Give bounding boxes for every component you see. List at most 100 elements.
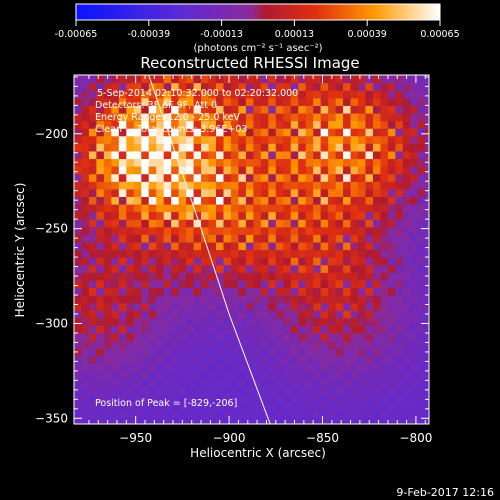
heatmap-cell xyxy=(171,211,180,220)
heatmap-cell xyxy=(372,105,382,114)
heatmap-cell xyxy=(402,295,411,304)
heatmap-cell xyxy=(372,348,382,357)
heatmap-cell xyxy=(425,181,429,190)
heatmap-cell xyxy=(365,90,374,99)
heatmap-cell xyxy=(305,272,314,281)
heatmap-cell xyxy=(313,401,322,410)
heatmap-cell xyxy=(417,150,426,160)
heatmap-cell xyxy=(260,332,269,342)
heatmap-cell xyxy=(290,408,299,418)
heatmap-cell xyxy=(245,249,254,258)
heatmap-cell xyxy=(103,226,112,235)
heatmap-cell xyxy=(171,143,180,152)
heatmap-cell xyxy=(216,75,225,84)
heatmap-cell xyxy=(253,105,262,114)
heatmap-cell xyxy=(402,97,411,106)
heatmap-cell xyxy=(253,234,262,243)
heatmap-cell xyxy=(298,173,307,182)
heatmap-cell xyxy=(96,272,105,281)
heatmap-cell xyxy=(88,226,98,235)
heatmap-cell xyxy=(380,340,389,349)
heatmap-cell xyxy=(186,166,195,175)
heatmap-cell xyxy=(163,340,172,349)
heatmap-cell xyxy=(283,188,292,197)
heatmap-cell xyxy=(245,90,254,99)
heatmap-cell xyxy=(103,135,112,144)
colorbar-ticks: -0.00065 -0.00039 -0.00013 0.00013 0.00039 0.… xyxy=(55,20,460,40)
heatmap-cell xyxy=(402,211,411,220)
heatmap-cell xyxy=(380,120,389,129)
heatmap-cell xyxy=(410,188,419,197)
heatmap-cell xyxy=(305,120,314,129)
heatmap-cell xyxy=(141,75,150,84)
heatmap-cell xyxy=(395,120,404,129)
heatmap-cell xyxy=(260,295,269,304)
heatmap-cell xyxy=(96,386,105,395)
heatmap-cell xyxy=(410,75,419,84)
heatmap-cell xyxy=(201,196,210,205)
heatmap-cell xyxy=(387,348,396,357)
heatmap-cell xyxy=(156,264,165,273)
heatmap-cell xyxy=(358,378,367,387)
heatmap-cell xyxy=(88,75,98,84)
heatmap-cell xyxy=(178,188,187,197)
heatmap-cell xyxy=(133,128,142,137)
heatmap-cell xyxy=(402,241,411,251)
heatmap-cell xyxy=(133,264,142,273)
heatmap-cell xyxy=(81,203,90,213)
heatmap-cell xyxy=(290,287,299,296)
heatmap-cell xyxy=(260,128,269,137)
heatmap-cell xyxy=(238,112,247,122)
heatmap-cell xyxy=(402,355,411,364)
heatmap-cell xyxy=(358,279,367,289)
heatmap-cell xyxy=(96,82,105,91)
heatmap-cell xyxy=(186,295,195,304)
heatmap-cell xyxy=(268,219,277,228)
heatmap-cell xyxy=(372,317,382,326)
heatmap-cell xyxy=(305,370,314,380)
heatmap-cell xyxy=(193,105,202,114)
heatmap-cell xyxy=(148,363,157,372)
heatmap-cell xyxy=(245,219,254,228)
heatmap-cell xyxy=(372,128,382,137)
heatmap-cell xyxy=(238,128,247,137)
heatmap-cell xyxy=(253,325,262,334)
heatmap-cell xyxy=(148,416,157,424)
heatmap-cell xyxy=(260,348,269,357)
heatmap-cell xyxy=(193,143,202,152)
heatmap-cell xyxy=(201,120,210,129)
heatmap-cell xyxy=(387,317,396,326)
heatmap-cell xyxy=(81,226,90,235)
heatmap-cell xyxy=(223,257,232,266)
heatmap-cell xyxy=(343,317,352,326)
heatmap-cell xyxy=(268,112,277,122)
heatmap-cell xyxy=(216,295,225,304)
heatmap-cell xyxy=(193,332,202,342)
heatmap-cell xyxy=(335,188,344,197)
heatmap-cell xyxy=(111,325,120,334)
heatmap-cell xyxy=(223,393,232,402)
heatmap-cell xyxy=(365,302,374,311)
heatmap-cell xyxy=(350,393,359,402)
heatmap-cell xyxy=(148,249,157,258)
heatmap-cell xyxy=(350,408,359,418)
heatmap-cell xyxy=(88,105,98,114)
heatmap-cell xyxy=(402,128,411,137)
heatmap-cell xyxy=(245,408,254,418)
heatmap-cell xyxy=(163,295,172,304)
heatmap-cell xyxy=(328,158,337,167)
heatmap-cell xyxy=(201,105,210,114)
heatmap-cell xyxy=(88,158,98,167)
heatmap-cell xyxy=(417,226,426,235)
heatmap-cell xyxy=(223,370,232,380)
heatmap-cell xyxy=(118,241,127,251)
heatmap-cell xyxy=(380,196,389,205)
heatmap-cell xyxy=(201,158,210,167)
heatmap-cell xyxy=(380,158,389,167)
heatmap-cell xyxy=(245,112,254,122)
heatmap-cell xyxy=(328,105,337,114)
heatmap-cell xyxy=(88,317,98,326)
heatmap-cell xyxy=(141,226,150,235)
heatmap-cell xyxy=(133,112,142,122)
heatmap-cell xyxy=(335,105,344,114)
